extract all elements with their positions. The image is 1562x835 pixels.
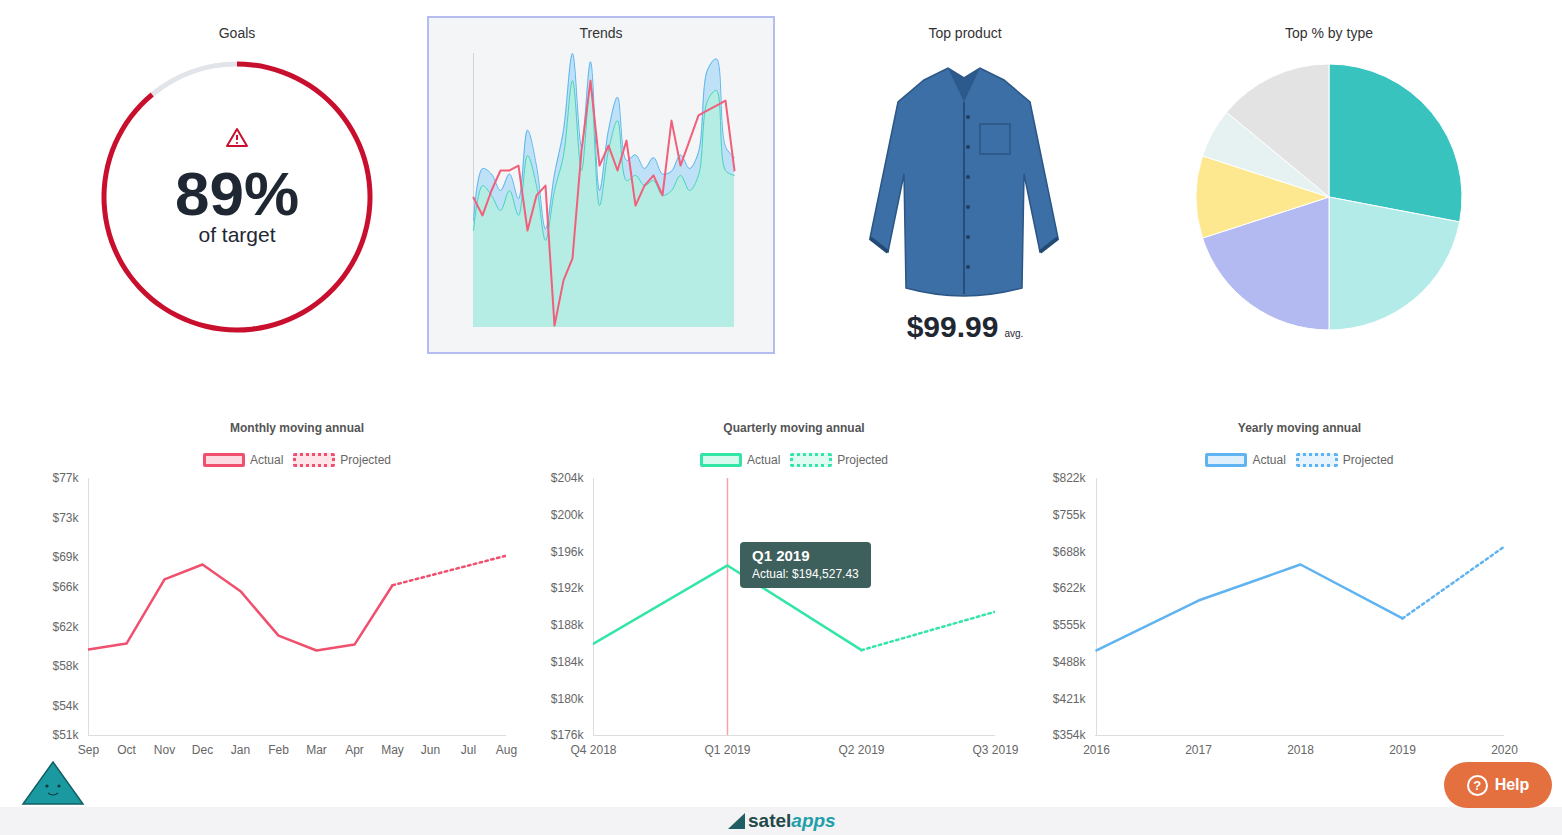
html-text:Projected: Projected — [340, 453, 391, 467]
html-text:Projected: Projected — [1342, 453, 1394, 467]
svg-text:$77k: $77k — [52, 471, 79, 485]
html-text:avg.: avg. — [1004, 328, 1024, 339]
svg-text:Q2 2019: Q2 2019 — [838, 743, 884, 757]
svg-text:$66k: $66k — [52, 580, 79, 594]
svg-text:May: May — [381, 743, 404, 757]
svg-text:$822k: $822k — [1053, 471, 1087, 485]
svg-text:Feb: Feb — [268, 743, 289, 757]
svg-text:$555k: $555k — [1053, 618, 1087, 632]
svg-text:$622k: $622k — [1053, 581, 1087, 595]
svg-text:$488k: $488k — [1053, 655, 1087, 669]
svg-text:$58k: $58k — [52, 659, 79, 673]
svg-text:Apr: Apr — [345, 743, 364, 757]
html-text:satel apps: satel apps — [748, 810, 836, 831]
svg-text:Nov: Nov — [154, 743, 175, 757]
html-text:$99.99: $99.99 — [906, 310, 999, 343]
svg-text:$69k: $69k — [52, 550, 79, 564]
svg-text:Jun: Jun — [421, 743, 440, 757]
html-text:Trends: Trends — [579, 25, 623, 41]
html-text:Monthly moving annual: Monthly moving annual — [230, 421, 364, 435]
html-text:Goals: Goals — [218, 25, 256, 41]
svg-text:2016: 2016 — [1083, 743, 1110, 757]
svg-text:$688k: $688k — [1053, 545, 1087, 559]
html-text:Yearly moving annual: Yearly moving annual — [1237, 421, 1362, 435]
html-text:Actual: Actual — [250, 453, 284, 467]
svg-text:$755k: $755k — [1053, 508, 1087, 522]
svg-text:$204k: $204k — [551, 471, 585, 485]
html-text:Quarterly moving annual: Quarterly moving annual — [723, 421, 865, 435]
svg-text:$176k: $176k — [551, 728, 585, 742]
html-text:Projected: Projected — [837, 453, 888, 467]
html-text:Actual: Actual — [1252, 453, 1286, 467]
svg-text:$354k: $354k — [1053, 728, 1087, 742]
svg-text:$62k: $62k — [52, 620, 79, 634]
svg-text:Oct: Oct — [117, 743, 136, 757]
html-text:Actual: Actual — [747, 453, 781, 467]
svg-text:2018: 2018 — [1287, 743, 1314, 757]
html-text:Help: Help — [1494, 776, 1530, 793]
svg-text:Dec: Dec — [192, 743, 213, 757]
html-text:Q1 2019: Q1 2019 — [752, 546, 810, 564]
svg-text:Sep: Sep — [78, 743, 100, 757]
svg-text:$54k: $54k — [52, 699, 79, 713]
svg-text:$184k: $184k — [551, 655, 585, 669]
svg-text:2020: 2020 — [1491, 743, 1518, 757]
svg-text:$192k: $192k — [551, 581, 585, 595]
svg-text:Aug: Aug — [496, 743, 517, 757]
svg-text:2017: 2017 — [1185, 743, 1212, 757]
html-text:Top % by type: Top % by type — [1285, 25, 1373, 41]
svg-text:Jul: Jul — [461, 743, 476, 757]
svg-text:$180k: $180k — [551, 692, 585, 706]
svg-text:$200k: $200k — [551, 508, 585, 522]
svg-text:$188k: $188k — [551, 618, 585, 632]
svg-text:Mar: Mar — [306, 743, 327, 757]
svg-text:of target: of target — [198, 223, 275, 246]
svg-text:Q4 2018: Q4 2018 — [570, 743, 616, 757]
html-text:Top product: Top product — [928, 25, 1002, 41]
svg-text:$51k: $51k — [52, 728, 79, 742]
svg-text:Jan: Jan — [231, 743, 250, 757]
svg-text:$196k: $196k — [551, 545, 585, 559]
html-text:Actual: $194,527.43: Actual: $194,527.43 — [752, 566, 859, 581]
svg-text:$73k: $73k — [52, 511, 79, 525]
svg-text:Q1 2019: Q1 2019 — [704, 743, 750, 757]
svg-text:Q3 2019: Q3 2019 — [972, 743, 1018, 757]
svg-text:$421k: $421k — [1053, 692, 1087, 706]
svg-text:89%: 89% — [175, 159, 299, 228]
svg-text:2019: 2019 — [1389, 743, 1416, 757]
